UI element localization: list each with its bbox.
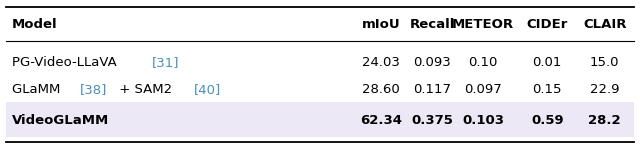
Text: 62.34: 62.34	[360, 114, 402, 127]
Text: mIoU: mIoU	[362, 18, 400, 31]
Text: Model: Model	[12, 18, 57, 31]
Text: 28.60: 28.60	[362, 83, 399, 96]
Text: 0.097: 0.097	[465, 83, 502, 96]
Text: [40]: [40]	[194, 83, 221, 96]
Text: 28.2: 28.2	[589, 114, 621, 127]
Text: [31]: [31]	[152, 55, 180, 69]
FancyBboxPatch shape	[6, 102, 634, 137]
Text: CLAIR: CLAIR	[583, 18, 627, 31]
Text: + SAM2: + SAM2	[115, 83, 176, 96]
Text: METEOR: METEOR	[452, 18, 515, 31]
Text: PG-Video-LLaVA: PG-Video-LLaVA	[12, 55, 120, 69]
Text: 0.093: 0.093	[413, 55, 451, 69]
Text: 0.10: 0.10	[468, 55, 498, 69]
Text: 0.01: 0.01	[532, 55, 562, 69]
Text: GLaMM: GLaMM	[12, 83, 64, 96]
Text: VideoGLaMM: VideoGLaMM	[12, 114, 109, 127]
Text: 0.375: 0.375	[411, 114, 453, 127]
Text: Recall: Recall	[410, 18, 454, 31]
Text: 0.59: 0.59	[531, 114, 563, 127]
Text: 24.03: 24.03	[362, 55, 400, 69]
Text: [38]: [38]	[79, 83, 107, 96]
Text: 0.103: 0.103	[462, 114, 504, 127]
Text: 15.0: 15.0	[590, 55, 620, 69]
Text: CIDEr: CIDEr	[527, 18, 568, 31]
Text: 22.9: 22.9	[590, 83, 620, 96]
Text: 0.15: 0.15	[532, 83, 562, 96]
Text: 0.117: 0.117	[413, 83, 451, 96]
